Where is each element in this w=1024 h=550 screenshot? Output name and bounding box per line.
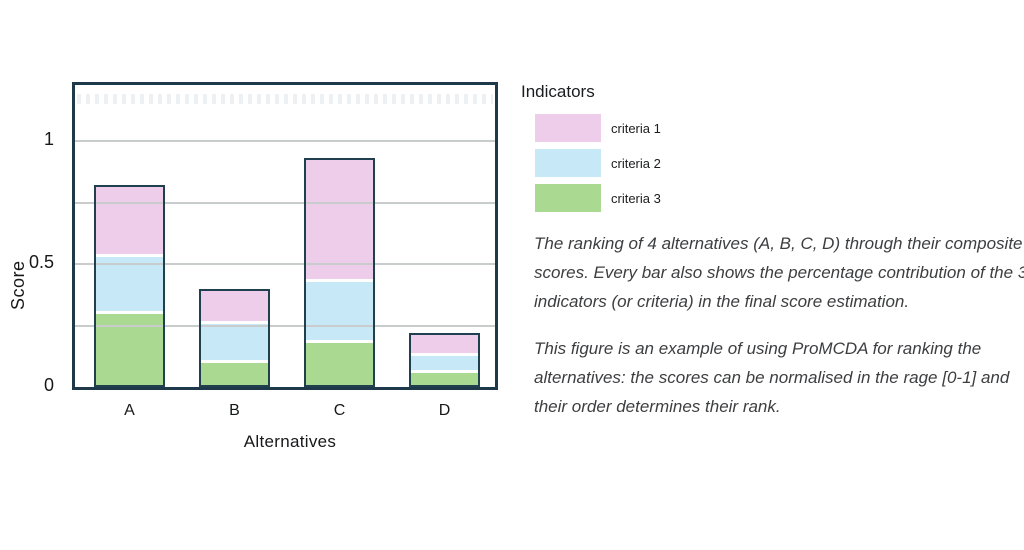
- caption-line: This figure is an example of using ProMC…: [534, 339, 982, 358]
- bar-segment-criteria-1: [409, 332, 480, 353]
- y-axis-title: Score: [8, 260, 28, 310]
- legend-item-label: criteria 3: [611, 190, 661, 206]
- y-axis-tick-label-1: 1: [43, 129, 54, 149]
- y-axis-tick-label-0: 0: [43, 375, 54, 395]
- gridline: [75, 324, 495, 327]
- y-axis: 0 0.5 1: [0, 82, 62, 395]
- bar-outline-C: [304, 158, 375, 387]
- x-axis-tick-label-B: B: [229, 402, 240, 419]
- x-axis-tick-label-A: A: [124, 402, 135, 419]
- bar-segment-criteria-1: [304, 158, 375, 279]
- x-axis-tick-label-D: D: [438, 402, 451, 419]
- bar-segment-criteria-1: [94, 185, 165, 255]
- bar-B: [199, 288, 270, 387]
- bar-segment-criteria-1: [199, 288, 270, 321]
- figure-caption: The ranking of 4 alternatives (A, B, C, …: [534, 229, 1024, 439]
- bar-segment-criteria-3: [199, 359, 270, 387]
- legend-item-criteria-3: criteria 3: [535, 184, 751, 212]
- bar-segment-criteria-2: [304, 278, 375, 341]
- legend-item-label: criteria 1: [611, 120, 661, 136]
- legend: Indicators criteria 1 criteria 2 criteri…: [521, 82, 751, 219]
- caption-line: scores. Every bar also shows the percent…: [534, 263, 1024, 282]
- legend-title: Indicators: [521, 82, 595, 101]
- caption-paragraph-1: The ranking of 4 alternatives (A, B, C, …: [534, 229, 1024, 316]
- gridline: [75, 263, 495, 265]
- bar-segment-criteria-3: [94, 310, 165, 387]
- bar-chart-plot: [72, 82, 498, 390]
- legend-item-label: criteria 2: [611, 155, 661, 171]
- caption-line: their order determines their rank.: [534, 397, 781, 416]
- bar-D: [409, 332, 480, 387]
- bar-segment-criteria-2: [199, 320, 270, 360]
- gridline: [75, 140, 495, 142]
- bar-C: [304, 158, 375, 387]
- bar-segment-criteria-3: [409, 369, 480, 387]
- caption-paragraph-2: This figure is an example of using ProMC…: [534, 334, 1024, 421]
- criteria-1-swatch: [535, 114, 601, 142]
- x-axis: A B C D: [72, 398, 498, 428]
- bar-segment-criteria-2: [409, 352, 480, 370]
- y-axis-tick-label-0.5: 0.5: [28, 252, 54, 272]
- gridline: [75, 201, 495, 204]
- criteria-3-swatch: [535, 184, 601, 212]
- bar-outline-B: [199, 288, 270, 387]
- dashed-gridline: [77, 94, 493, 104]
- caption-line: alternatives: the scores can be normalis…: [534, 368, 1010, 387]
- bar-segment-criteria-3: [304, 340, 375, 387]
- caption-line: indicators (or criteria) in the final sc…: [534, 292, 910, 311]
- x-axis-title: Alternatives: [243, 432, 337, 451]
- legend-item-criteria-2: criteria 2: [535, 149, 751, 177]
- plot-area-inner: [75, 85, 495, 387]
- legend-item-criteria-1: criteria 1: [535, 114, 751, 142]
- criteria-2-swatch: [535, 149, 601, 177]
- bar-outline-D: [409, 332, 480, 387]
- bar-outline-A: [94, 185, 165, 387]
- x-axis-tick-label-C: C: [333, 402, 346, 419]
- caption-line: The ranking of 4 alternatives (A, B, C, …: [534, 234, 1023, 253]
